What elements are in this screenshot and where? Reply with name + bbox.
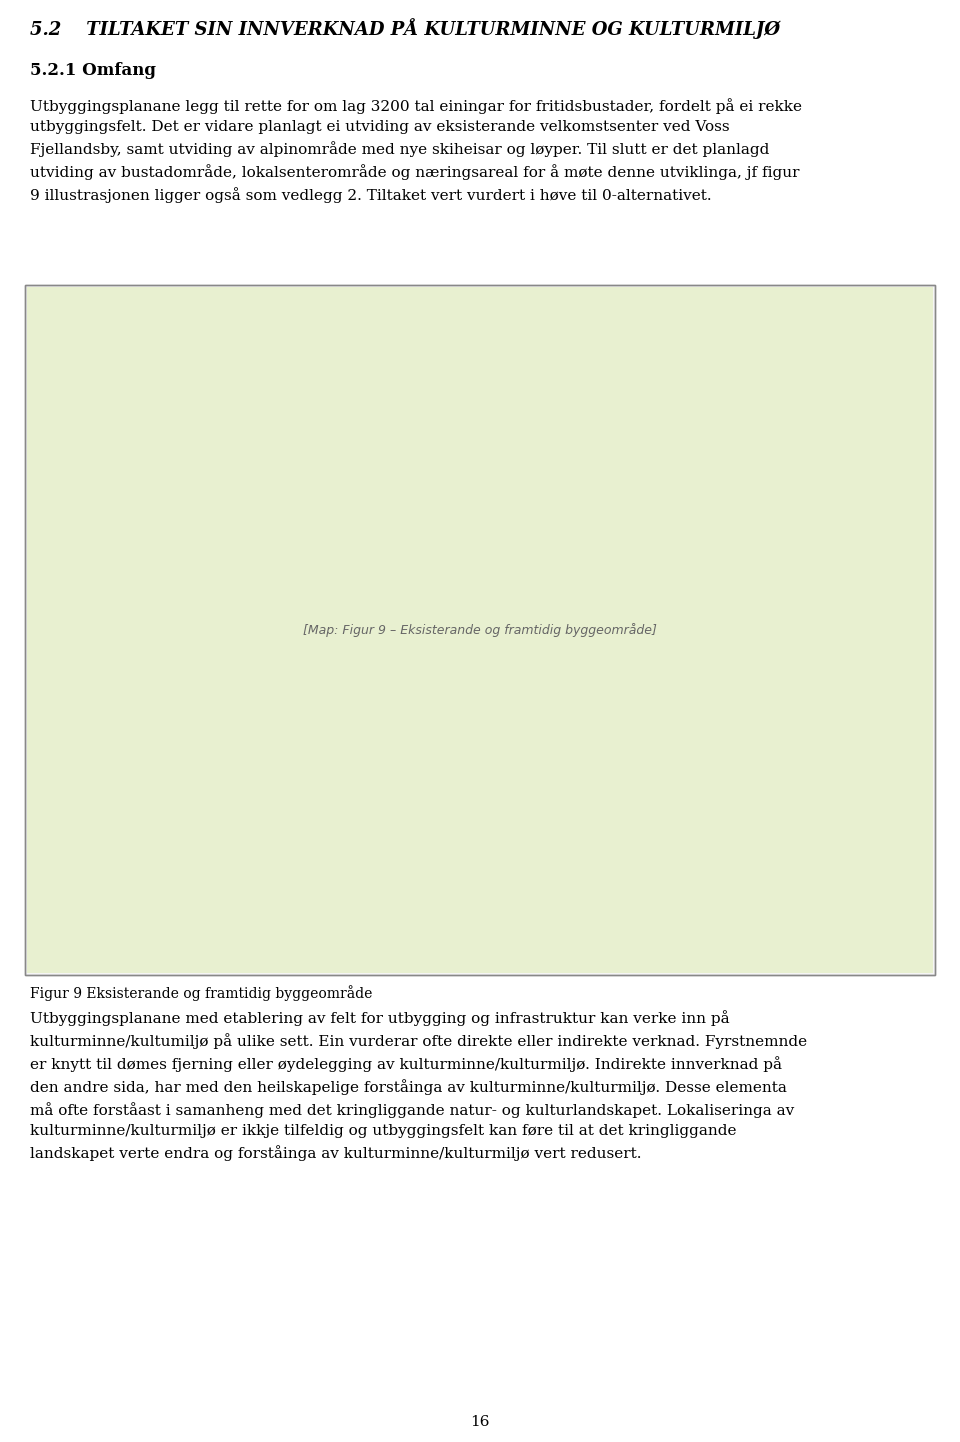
Text: 16: 16: [470, 1415, 490, 1429]
Text: 5.2.1 Omfang: 5.2.1 Omfang: [30, 62, 156, 79]
Text: Utbyggingsplanane med etablering av felt for utbygging og infrastruktur kan verk: Utbyggingsplanane med etablering av felt…: [30, 1009, 807, 1161]
FancyBboxPatch shape: [25, 286, 935, 975]
Text: 5.2    TILTAKET SIN INNVERKNAD PÅ KULTURMINNE OG KULTURMILJØ: 5.2 TILTAKET SIN INNVERKNAD PÅ KULTURMIN…: [30, 17, 780, 39]
FancyBboxPatch shape: [27, 287, 933, 973]
Text: Figur 9 Eksisterande og framtidig byggeområde: Figur 9 Eksisterande og framtidig byggeo…: [30, 985, 372, 1001]
Text: Utbyggingsplanane legg til rette for om lag 3200 tal einingar for fritidsbustade: Utbyggingsplanane legg til rette for om …: [30, 98, 802, 203]
Text: [Map: Figur 9 – Eksisterande og framtidig byggeområde]: [Map: Figur 9 – Eksisterande og framtidi…: [303, 623, 657, 637]
